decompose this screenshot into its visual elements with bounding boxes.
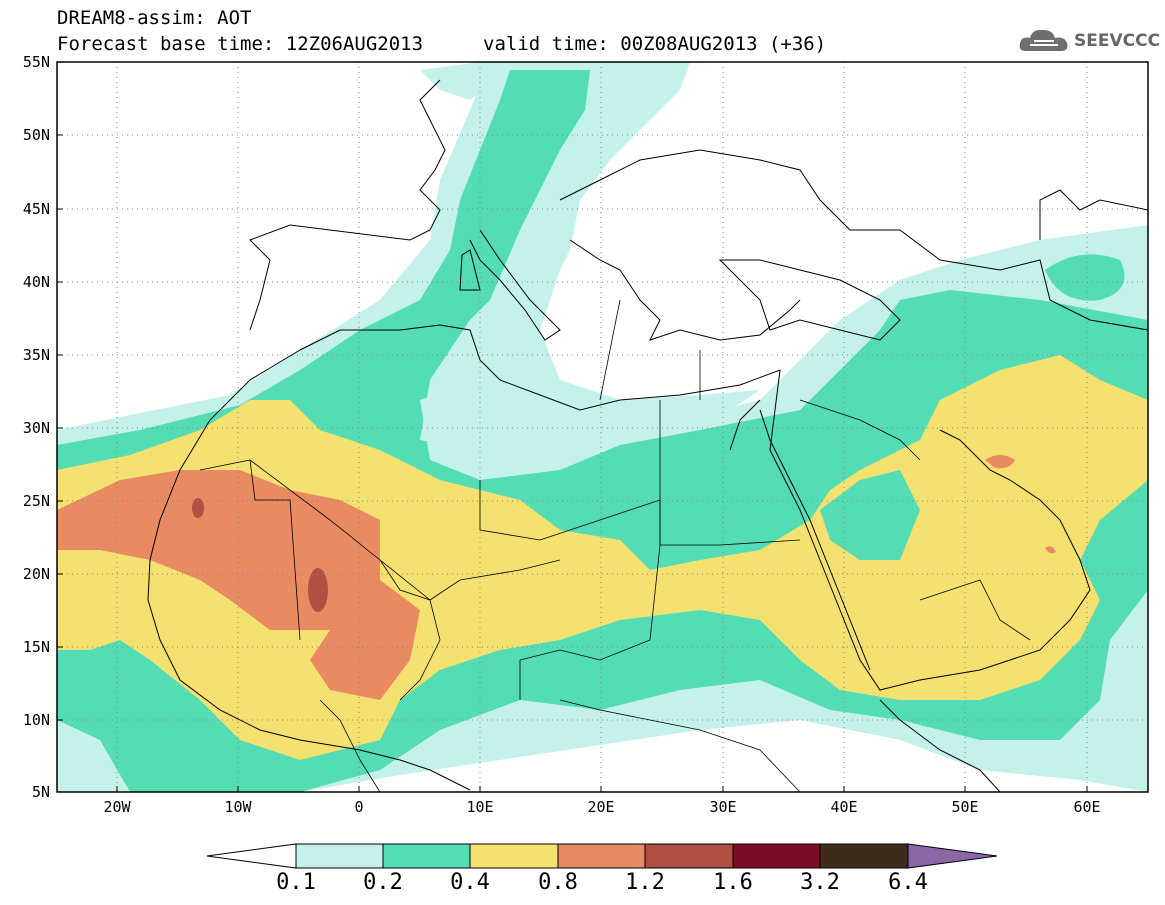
map-frame — [56, 61, 1149, 793]
aot-field — [57, 62, 1148, 792]
colorbar-segment — [732, 843, 821, 869]
lat-label: 40N — [23, 273, 50, 291]
lon-label: 0 — [354, 798, 363, 816]
lon-label: 10W — [224, 798, 252, 816]
clear-mediterranean — [540, 62, 1148, 400]
colorbar-label: 0.8 — [538, 870, 578, 895]
colorbar-label: 1.6 — [713, 870, 753, 895]
lon-label: 40E — [830, 798, 857, 816]
aot-band-0.1-libya — [420, 380, 760, 480]
forecast-base-time: Forecast base time: 12Z06AUG2013 — [57, 33, 424, 55]
colorbar-high-arrow — [907, 843, 998, 869]
valid-time: valid time: 00Z08AUG2013 (+36) — [483, 33, 827, 55]
colorbar-label: 3.2 — [800, 870, 840, 895]
aot-band-0.1-north — [420, 62, 520, 100]
lat-label: 20N — [23, 565, 50, 583]
longitude-labels: 20W 10W 0 10E 20E 30E 40E 50E 60E — [103, 798, 1100, 816]
coastlines — [147, 79, 1148, 792]
colorbar-segment — [469, 843, 559, 869]
lat-label: 50N — [23, 126, 50, 144]
seevccc-logo: SEEVCCC — [1018, 25, 1161, 55]
lat-label: 15N — [23, 638, 50, 656]
colorbar-segment — [382, 843, 471, 869]
lon-label: 60E — [1073, 798, 1100, 816]
colorbar — [206, 843, 998, 869]
colorbar-segment — [557, 843, 646, 869]
aot-band-0.8 — [57, 470, 420, 700]
graticule — [57, 62, 1148, 792]
lat-label: 35N — [23, 346, 50, 364]
lat-label: 55N — [23, 53, 50, 71]
colorbar-segment — [295, 843, 384, 869]
logo-text: SEEVCCC — [1074, 31, 1161, 51]
lon-label: 20W — [103, 798, 131, 816]
aot-band-0.8-oman — [1045, 546, 1056, 554]
colorbar-segment — [819, 843, 909, 869]
colorbar-low-arrow — [206, 843, 297, 869]
aot-band-0.2-caspian — [1045, 254, 1125, 301]
lon-label: 20E — [587, 798, 614, 816]
lat-label: 45N — [23, 200, 50, 218]
aot-band-0.2-arabia — [820, 470, 920, 560]
colorbar-label: 0.4 — [450, 870, 490, 895]
colorbar-label: 0.1 — [276, 870, 316, 895]
borders — [199, 299, 1031, 792]
aot-band-1.2-mali — [308, 568, 328, 612]
colorbar-label: 1.2 — [625, 870, 665, 895]
lat-label: 30N — [23, 419, 50, 437]
lat-label: 5N — [32, 783, 50, 801]
cloud-icon — [1019, 29, 1068, 51]
latitude-labels: 55N 50N 45N 40N 35N 30N 25N 20N 15N 10N … — [23, 53, 50, 801]
colorbar-segment — [644, 843, 734, 869]
lon-label: 10E — [466, 798, 493, 816]
lat-label: 10N — [23, 711, 50, 729]
lat-label: 25N — [23, 492, 50, 510]
colorbar-label: 6.4 — [888, 870, 928, 895]
tick-marks — [57, 61, 1088, 793]
aot-band-0.8-gulf — [985, 455, 1015, 469]
aot-band-1.2-mauritania — [192, 498, 204, 518]
lon-label: 50E — [951, 798, 978, 816]
lon-label: 30E — [709, 798, 736, 816]
colorbar-label: 0.2 — [363, 870, 403, 895]
map-title: DREAM8-assim: AOT — [57, 7, 252, 29]
